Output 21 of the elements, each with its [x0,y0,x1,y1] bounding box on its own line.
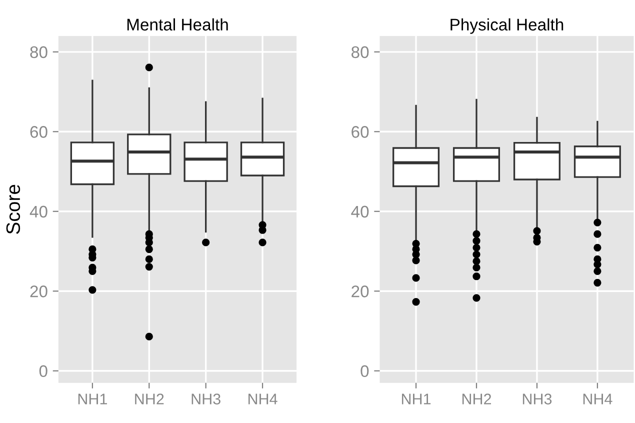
y-tick-label: 60 [352,126,369,138]
y-tick-label: 80 [30,46,48,58]
y-tick-label: 0 [360,365,369,378]
y-tick-label: 20 [30,286,48,298]
y-tick-label: 40 [30,206,48,218]
x-tick-label: NH3 [522,394,552,404]
x-tick-label: NH2 [135,394,164,404]
x-tick-label: NH1 [78,394,107,404]
y-tick-label: 40 [351,206,369,218]
y-tick-label: 80 [352,46,369,58]
y-axis-title: Score [6,184,20,234]
x-tick-label: NH3 [192,394,220,404]
x-tick-label: NH1 [402,394,431,404]
y-tick-label: 20 [352,286,369,298]
y-tick-label: 0 [39,365,48,378]
x-tick-label: NH4 [248,394,278,404]
y-tick-label: 60 [30,126,48,138]
x-tick-label: NH4 [583,394,612,404]
x-tick-label: NH2 [462,394,492,404]
chart-title: Mental Health [127,18,228,31]
chart-title: Physical Health [450,18,564,34]
